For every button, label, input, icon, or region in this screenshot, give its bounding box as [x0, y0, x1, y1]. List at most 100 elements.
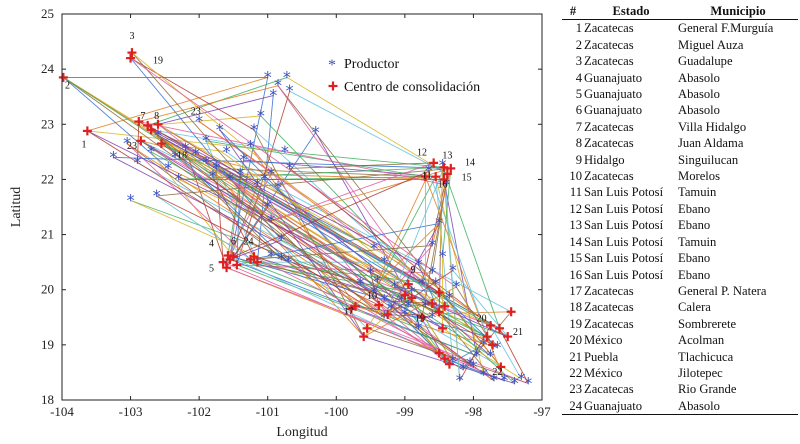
center-marker [420, 172, 430, 182]
cell-num: 14 [569, 234, 582, 249]
cell-municipio: Miguel Auza [678, 37, 744, 52]
cell-num: 23 [569, 382, 582, 397]
producer-marker: * [127, 190, 135, 209]
cell-num: 13 [569, 218, 582, 233]
x-axis-title: Longitud [276, 425, 327, 440]
y-axis-title: Latitud [9, 187, 24, 227]
producer-marker: * [274, 178, 282, 197]
cell-num: 19 [569, 316, 582, 331]
cell-estado: San Luis Potosí [584, 201, 664, 216]
route-line [63, 77, 169, 169]
cell-municipio: Sombrerete [678, 316, 737, 331]
point-label: 7 [140, 111, 145, 122]
route-line [289, 90, 448, 175]
table-row: 5 Guanajuato Abasolo [562, 86, 798, 102]
y-tick-label: 25 [41, 6, 54, 21]
producer-marker: * [269, 86, 277, 105]
route-line [355, 305, 433, 318]
producer-marker: * [277, 249, 285, 268]
legend-centro-label: Centro de consolidación [344, 80, 480, 95]
producer-marker: * [267, 164, 275, 183]
center-marker [156, 139, 166, 149]
table-row: 18 Zacatecas Calera [562, 299, 798, 315]
center-marker [362, 323, 372, 333]
route-line [87, 130, 412, 293]
producer-marker: * [284, 252, 292, 271]
route-line [236, 264, 433, 274]
cell-estado: San Luis Potosí [584, 185, 664, 200]
center-marker [429, 158, 439, 168]
table-row: 2 Zacatecas Miguel Auza [562, 37, 798, 53]
x-tick-label: -99 [396, 404, 413, 419]
header-num: # [562, 3, 584, 21]
route-lines [63, 52, 529, 384]
producer-marker: * [267, 211, 275, 230]
route-line [130, 57, 255, 131]
route-line [431, 168, 452, 246]
center-marker [228, 252, 238, 262]
route-line [205, 140, 258, 263]
route-line [387, 223, 440, 315]
point-label: 15 [462, 173, 472, 184]
table-row: 1 Zacatecas General F.Murguía [562, 20, 798, 37]
producer-marker: * [408, 282, 416, 301]
producer-marker: * [397, 291, 405, 310]
center-marker [153, 119, 163, 129]
center-marker [506, 307, 516, 317]
producer-marker: * [367, 263, 375, 282]
route-line [226, 267, 471, 365]
route-line [425, 176, 505, 381]
route-line [355, 305, 498, 349]
route-line [438, 165, 444, 293]
producer-marker: * [428, 236, 436, 255]
producer-marker: * [380, 252, 388, 271]
producer-marker: * [421, 296, 429, 315]
point-label: 20 [477, 314, 487, 325]
route-line [366, 327, 529, 384]
x-tick-label: -101 [256, 404, 280, 419]
producer-marker: * [524, 373, 532, 392]
cell-municipio: Tamuin [678, 185, 717, 200]
table-row: 16 San Luis Potosí Ebano [562, 267, 798, 283]
producer-marker: * [171, 147, 179, 166]
center-marker [417, 312, 427, 322]
legend-centro-marker [328, 81, 338, 91]
cell-num: 9 [575, 152, 582, 167]
center-marker [400, 290, 410, 300]
table-header-row: # Estado Municipio [562, 3, 798, 21]
route-line [443, 167, 461, 381]
route-line [428, 171, 488, 337]
point-label: 2 [65, 80, 70, 91]
point-label: 9 [411, 265, 416, 276]
cell-municipio: Jilotepec [678, 365, 723, 380]
producer-marker: * [487, 346, 495, 365]
route-line [233, 170, 430, 258]
producer-marker: * [247, 136, 255, 155]
route-line [257, 261, 426, 307]
center-marker [407, 293, 417, 303]
point-label: 18 [177, 150, 187, 161]
center-marker [127, 48, 137, 58]
route-line [157, 95, 274, 125]
producer-marker: * [459, 360, 467, 379]
route-line [277, 85, 440, 313]
cell-num: 15 [569, 251, 582, 266]
route-line [363, 336, 515, 384]
table-row: 21 Puebla Tlachicuca [562, 349, 798, 365]
route-line [363, 300, 402, 337]
producer-marker: * [432, 274, 440, 293]
center-marker [403, 279, 413, 289]
cell-municipio: Juan Aldama [678, 136, 744, 151]
cell-num: 8 [575, 136, 582, 151]
producer-marker: * [380, 291, 388, 310]
y-tick-label: 22 [41, 171, 54, 186]
table-row: 9 Hidalgo Singuilucan [562, 152, 798, 168]
cell-estado: Guanajuato [584, 87, 643, 102]
cell-num: 6 [575, 103, 582, 118]
route-line [351, 223, 440, 310]
producer-marker: * [493, 338, 501, 357]
cell-estado: Guanajuato [584, 397, 678, 416]
producer-marker: * [452, 277, 460, 296]
producer-marker: * [428, 307, 436, 326]
producer-marker: * [435, 214, 443, 233]
